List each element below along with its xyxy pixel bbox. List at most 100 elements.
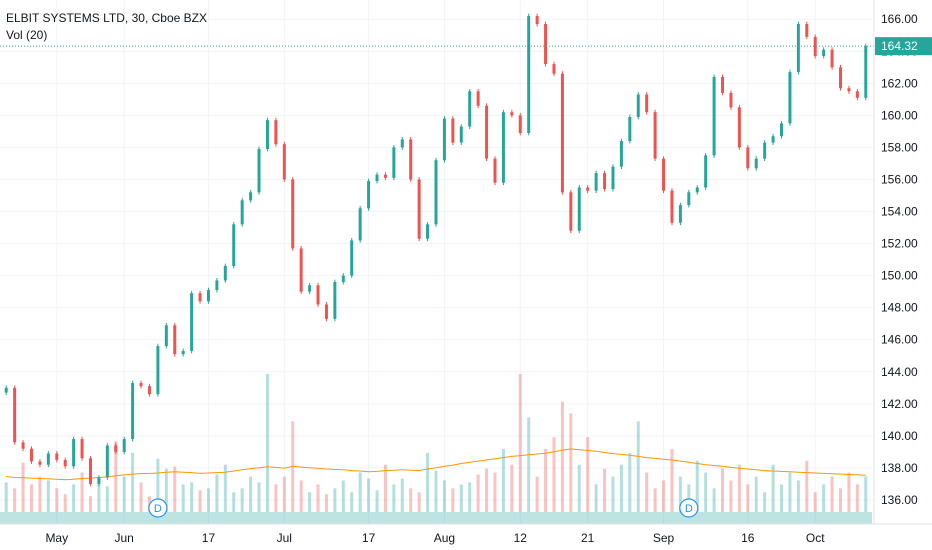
- volume-bar: [822, 484, 826, 512]
- candle-body: [4, 387, 8, 393]
- candle-body: [501, 112, 505, 183]
- candle-body: [788, 72, 792, 124]
- volume-bar: [13, 488, 17, 512]
- volume-bar: [80, 472, 84, 512]
- volume-bar: [442, 480, 446, 512]
- volume-bar: [476, 474, 480, 512]
- time-tick-label: Aug: [434, 531, 455, 545]
- price-tick-label: 154.00: [881, 205, 918, 219]
- volume-bar: [754, 476, 758, 512]
- time-axis[interactable]: May Jun 17 Jul 17 Aug 12 21 Sep 16 Oct: [45, 531, 825, 545]
- grid-lines: [0, 0, 874, 524]
- candle-body: [493, 158, 497, 183]
- candle-body: [822, 49, 826, 57]
- volume-bar: [324, 494, 328, 512]
- candle-body: [552, 64, 556, 74]
- candle-body: [645, 94, 649, 113]
- candle-body: [485, 105, 489, 159]
- volume-bar: [308, 492, 312, 512]
- candle-body: [131, 382, 135, 440]
- volume-bar: [485, 468, 489, 512]
- price-tick-label: 138.00: [881, 461, 918, 475]
- dividend-marker[interactable]: [679, 498, 699, 518]
- volume-bar: [594, 484, 598, 512]
- candle-body: [55, 453, 59, 460]
- candle-body: [392, 147, 396, 178]
- candle-body: [164, 325, 168, 347]
- candle-body: [594, 173, 598, 191]
- volume-bar: [316, 484, 320, 512]
- time-tick-label: 12: [514, 531, 528, 545]
- volume-bar: [190, 482, 194, 512]
- candle-body: [38, 461, 42, 465]
- candle-body: [257, 149, 261, 193]
- volume-bar: [206, 488, 210, 512]
- candle-body: [299, 248, 303, 292]
- candle-body: [105, 445, 109, 478]
- candle-body: [560, 73, 564, 193]
- price-tick-label: 144.00: [881, 365, 918, 379]
- volume-bar: [451, 488, 455, 512]
- volume-bar: [552, 437, 556, 512]
- volume-indicator-label[interactable]: Vol (20): [6, 28, 48, 42]
- volume-bar: [21, 462, 25, 512]
- volume-bar: [392, 484, 396, 512]
- candle-body: [855, 91, 859, 98]
- price-axis[interactable]: 136.00 138.00 140.00 142.00 144.00 146.00 148.…: [881, 12, 918, 507]
- volume-bar: [409, 488, 413, 512]
- price-tick-label: 152.00: [881, 237, 918, 251]
- candle-body: [147, 386, 151, 395]
- volume-bar: [560, 401, 564, 512]
- candle-body: [451, 118, 455, 143]
- candle-body: [459, 126, 463, 143]
- candle-body: [535, 16, 539, 25]
- volume-bar: [249, 476, 253, 512]
- volume-bar: [586, 437, 590, 512]
- candle-body: [223, 266, 227, 281]
- candle-body: [569, 192, 573, 231]
- volume-bar: [796, 480, 800, 512]
- candle-body: [586, 187, 590, 191]
- candle-body: [687, 192, 691, 206]
- volume-bar: [704, 472, 708, 512]
- volume-bar: [173, 466, 177, 512]
- candle-body: [611, 166, 615, 190]
- candle-body: [274, 120, 278, 145]
- candle-body: [805, 24, 809, 37]
- symbol-title[interactable]: ELBIT SYSTEMS LTD, 30, Cboe BZX: [6, 11, 207, 25]
- candle-body: [333, 282, 337, 319]
- volume-bar: [375, 490, 379, 512]
- candle-body: [721, 76, 725, 93]
- volume-bar: [670, 448, 674, 512]
- candle-body: [383, 174, 387, 178]
- candle-body: [88, 458, 92, 484]
- candle-body: [13, 387, 17, 443]
- candle-body: [240, 200, 244, 225]
- candle-body: [476, 91, 480, 106]
- dividend-marker[interactable]: [148, 498, 168, 518]
- volume-bar: [805, 460, 809, 512]
- time-tick-label: 21: [581, 531, 595, 545]
- candle-body: [350, 240, 354, 276]
- candle-body: [712, 76, 716, 156]
- volume-bar: [350, 492, 354, 512]
- price-tick-label: 166.00: [881, 12, 918, 26]
- candle-body: [527, 16, 531, 134]
- price-tick-label: 136.00: [881, 493, 918, 507]
- volume-bar: [4, 482, 8, 512]
- candle-body: [737, 107, 741, 148]
- volume-bar: [746, 484, 750, 512]
- volume-bar: [274, 484, 278, 512]
- volume-bar: [46, 480, 50, 512]
- candle-body: [763, 142, 767, 159]
- volume-bar: [139, 482, 143, 512]
- candle-body: [771, 136, 775, 143]
- volume-bar: [164, 468, 168, 512]
- volume-bar: [510, 464, 514, 512]
- candle-body: [839, 67, 843, 89]
- volume-bar: [341, 480, 345, 512]
- volume-bar: [737, 464, 741, 512]
- last-price-badge: [875, 37, 932, 56]
